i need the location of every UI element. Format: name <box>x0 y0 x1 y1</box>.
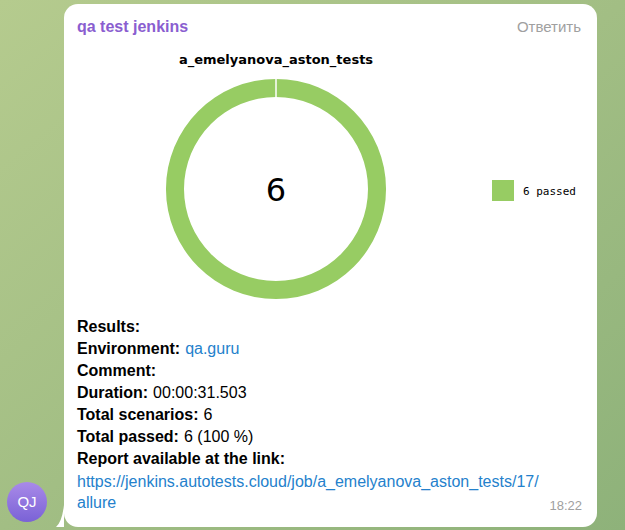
donut-total: 6 <box>266 171 286 209</box>
result-label: Report available at the link: <box>77 450 285 467</box>
result-label: Results: <box>77 318 140 335</box>
result-label: Total scenarios: <box>77 406 199 423</box>
result-line: Results: <box>77 318 140 335</box>
report-link[interactable]: allure <box>77 494 116 511</box>
screen: QJ qa test jenkins Ответить a_emelyanova_as… <box>0 0 625 530</box>
chart-title: a_emelyanova_aston_tests <box>179 52 373 68</box>
result-label: Comment: <box>77 362 156 379</box>
avatar-initials: QJ <box>17 493 36 510</box>
result-line: Duration: 00:00:31.503 <box>77 384 247 401</box>
result-value: 6 <box>204 406 213 423</box>
legend-swatch <box>492 180 514 201</box>
legend: 6 passed <box>492 180 576 201</box>
chart: a_emelyanova_aston_tests 6 6 passed <box>166 52 576 299</box>
result-label: Total passed: <box>77 428 179 445</box>
result-line: Report available at the link: <box>77 450 285 467</box>
legend-label: 6 passed <box>523 185 576 198</box>
chat-background <box>0 0 625 530</box>
message-time: 18:22 <box>549 498 582 513</box>
result-value: 00:00:31.503 <box>153 384 247 401</box>
report-link[interactable]: https://jenkins.autotests.cloud/job/a_em… <box>77 473 539 491</box>
slices <box>166 79 386 299</box>
sender-name[interactable]: qa test jenkins <box>77 18 188 35</box>
result-link[interactable]: qa.guru <box>185 340 239 357</box>
result-line: Total passed: 6 (100 %) <box>77 428 253 445</box>
result-line: Comment: <box>77 362 156 379</box>
result-line: Environment: qa.guru <box>77 340 239 357</box>
result-label: Environment: <box>77 340 180 357</box>
avatar[interactable] <box>7 482 47 522</box>
message-bubble <box>64 4 597 527</box>
slice-edge <box>275 79 277 97</box>
result-value: 6 (100 %) <box>184 428 253 445</box>
bubble-tail <box>56 505 64 527</box>
reply-button[interactable]: Ответить <box>517 18 581 35</box>
result-label: Duration: <box>77 384 148 401</box>
donut-slice <box>166 79 386 299</box>
result-line: Total scenarios: 6 <box>77 406 213 423</box>
message-text: Results: Environment: qa.guru Comment: Durat… <box>77 318 539 511</box>
